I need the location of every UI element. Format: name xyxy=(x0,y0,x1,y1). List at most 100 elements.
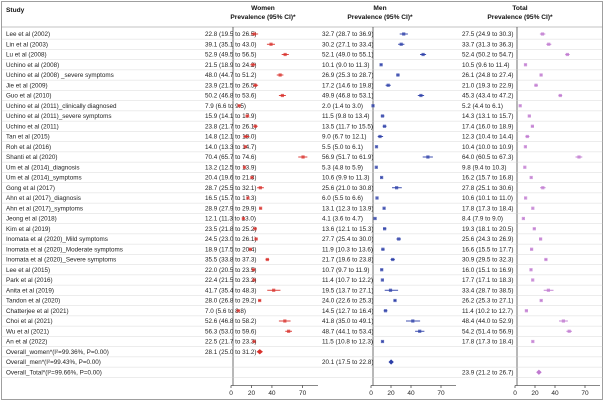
estimate-marker-women xyxy=(241,216,245,221)
ci-text-total: 16.0 (15.1 to 16.9) xyxy=(462,267,513,274)
estimate-marker-women xyxy=(254,237,258,241)
ci-text-men: 13.6 (12.1 to 15.3) xyxy=(322,226,373,233)
estimate-marker-men xyxy=(374,145,379,149)
estimate-marker-men xyxy=(383,227,387,231)
axis-tick-label: 40 xyxy=(268,390,276,397)
estimate-marker-men xyxy=(380,114,385,118)
study-row: Kim et al (2019) 23.5 (21.8 to 25.2) 13.6 … xyxy=(1,226,603,235)
overall-ci-text-women: 28.1 (25.0 to 31.2) xyxy=(205,349,256,356)
study-label: Lu et al (2008) xyxy=(6,52,47,59)
ci-text-men: 10.6 (9.9 to 11.3) xyxy=(322,175,370,182)
study-row: Lee et al (2002) 22.8 (19.5 to 26.5) 32.7 … xyxy=(1,31,603,40)
outer-border xyxy=(1,1,603,400)
study-label: Inomata et al (2020)_Severe symptoms xyxy=(6,257,116,264)
study-label: Kim et al (2019) xyxy=(6,226,50,233)
ci-text-total: 52.4 (50.2 to 54.7) xyxy=(462,52,513,59)
ci-text-total: 16.2 (15.7 to 16.8) xyxy=(462,175,513,182)
overall-ci-text-total: 23.9 (21.2 to 26.7) xyxy=(462,369,513,376)
estimate-marker-women xyxy=(258,186,262,190)
study-row: Tan et al (2015) 14.8 (12.1 to 18.0) 9.0 (… xyxy=(1,134,603,142)
estimate-marker-total xyxy=(529,268,533,272)
study-row: Uchino et al (2011)_severe symptoms 15.9 … xyxy=(1,113,603,122)
estimate-marker-men xyxy=(382,124,387,128)
ci-text-men: 6.0 (5.5 to 6.6) xyxy=(322,195,363,202)
ci-text-total: 17.8 (17.3 to 18.4) xyxy=(462,205,513,212)
plot-frame xyxy=(1,1,603,400)
ci-text-women: 15.9 (14.1 to 17.9) xyxy=(205,113,256,120)
estimate-marker-women xyxy=(248,247,252,251)
ci-text-women: 28.9 (27.9 to 29.9) xyxy=(205,205,256,212)
ci-text-women: 14.8 (12.1 to 18.0) xyxy=(205,134,256,141)
overall-label: Overall_men*(I²=99.43%, P=0.00) xyxy=(6,359,101,366)
axis-tick-label: 40 xyxy=(407,390,415,397)
ci-text-women: 12.1 (11.3 to 13.0) xyxy=(205,216,256,223)
study-row: Jie et al (2009) 23.9 (21.5 to 26.5) 17.2 … xyxy=(1,82,603,91)
ci-text-men: 56.9 (51.7 to 61.9) xyxy=(322,154,373,161)
ci-text-total: 33.7 (31.3 to 36.3) xyxy=(462,41,513,48)
ci-text-women: 23.9 (21.5 to 26.5) xyxy=(205,82,256,89)
ci-text-men: 52.1 (49.0 to 55.1) xyxy=(322,52,373,59)
study-header: Study xyxy=(6,7,25,14)
estimate-marker-women xyxy=(242,165,247,169)
panel-subtitle-men: Prevalence (95% CI)* xyxy=(347,14,413,21)
ci-text-women: 7.9 (6.6 to 9.5) xyxy=(205,103,246,110)
ci-text-men: 26.9 (25.3 to 28.7) xyxy=(322,72,373,79)
estimate-marker-women xyxy=(258,298,262,303)
estimate-marker-men xyxy=(396,73,400,77)
ci-text-women: 48.0 (44.7 to 51.2) xyxy=(205,72,256,79)
axis-tick-label: 0 xyxy=(369,390,373,397)
ci-text-men: 11.9 (10.3 to 13.6) xyxy=(322,246,373,253)
study-row: Um et al (2014)_diagnosis 13.2 (12.5 to 1… xyxy=(1,164,603,173)
ci-text-men: 2.0 (1.4 to 3.0) xyxy=(322,103,363,110)
estimate-marker-men xyxy=(386,83,390,87)
ci-text-women: 22.0 (20.5 to 23.5) xyxy=(205,267,256,274)
estimate-marker-total xyxy=(529,175,533,180)
ci-text-women: 35.5 (33.8 to 37.3) xyxy=(205,257,256,264)
study-label: Lee et al (2015) xyxy=(6,267,50,274)
estimate-marker-men xyxy=(382,206,386,210)
estimate-marker-total xyxy=(539,298,543,303)
estimate-marker-total xyxy=(577,155,581,159)
axis-tick-label: 20 xyxy=(387,390,395,397)
overall-rows: Overall_women*(I²=99.36%, P=0.00) 28.1 (2… xyxy=(1,349,603,378)
study-label: Uchino et al (2008) xyxy=(6,62,59,69)
study-label: Inomata et al (2020)_Moderate symptoms xyxy=(6,246,123,253)
estimate-marker-men xyxy=(380,268,384,272)
study-row: Uchino et al (2008) _severe symptoms 48.0… xyxy=(1,72,603,81)
estimate-marker-women xyxy=(269,42,273,46)
estimate-marker-men xyxy=(380,175,384,180)
study-label: Uchino et al (2011)_clinically diagnosed xyxy=(6,103,117,110)
ci-text-men: 41.8 (35.0 to 49.1) xyxy=(322,318,373,325)
ci-text-women: 52.6 (46.8 to 58.2) xyxy=(205,318,256,325)
study-row: Jeong et al (2018) 12.1 (11.3 to 13.0) 4.1… xyxy=(1,216,603,224)
ci-text-women: 70.4 (65.7 to 74.6) xyxy=(205,154,256,161)
study-row: Um et al (2014)_symptoms 20.4 (19.6 to 21… xyxy=(1,175,603,183)
ci-text-women: 20.4 (19.6 to 21.3) xyxy=(205,175,256,182)
ci-text-total: 48.4 (44.0 to 52.9) xyxy=(462,318,513,325)
estimate-marker-women xyxy=(237,104,241,108)
estimate-marker-total xyxy=(518,104,522,108)
x-axes: 0 20 40 70 0 20 40 70 0 20 40 70 xyxy=(229,385,600,397)
ci-text-total: 10.6 (10.1 to 11.0) xyxy=(462,195,513,202)
estimate-marker-total xyxy=(521,216,525,221)
estimate-marker-total xyxy=(561,319,565,323)
ci-text-total: 30.9 (29.5 to 32.3) xyxy=(462,257,513,264)
panel-subtitle-total: Prevalence (95% CI)* xyxy=(487,14,553,21)
ci-text-total: 17.8 (17.3 to 18.4) xyxy=(462,339,513,346)
estimate-marker-men xyxy=(380,339,385,344)
ci-text-women: 41.7 (35.4 to 48.3) xyxy=(205,287,256,294)
axis-tick-label: 70 xyxy=(437,390,445,397)
estimate-marker-total xyxy=(523,145,527,149)
study-row: Choi et al (2021) 52.6 (46.8 to 58.2) 41.8… xyxy=(1,318,603,327)
study-label: Lin et al (2003) xyxy=(6,41,48,48)
overall-diamond-total xyxy=(536,369,542,375)
estimate-marker-total xyxy=(523,63,528,67)
ci-text-men: 13.1 (12.3 to 13.9) xyxy=(322,205,373,212)
ci-text-men: 5.3 (4.8 to 5.9) xyxy=(322,164,363,171)
estimate-marker-men xyxy=(375,196,379,200)
study-row: Shanti et al (2020) 70.4 (65.7 to 74.6) 56… xyxy=(1,154,603,163)
estimate-marker-women xyxy=(244,134,248,139)
ci-text-men: 30.2 (27.1 to 33.4) xyxy=(322,41,373,48)
study-row: Lu et al (2008) 52.9 (49.5 to 56.5) 52.1 (… xyxy=(1,52,603,60)
